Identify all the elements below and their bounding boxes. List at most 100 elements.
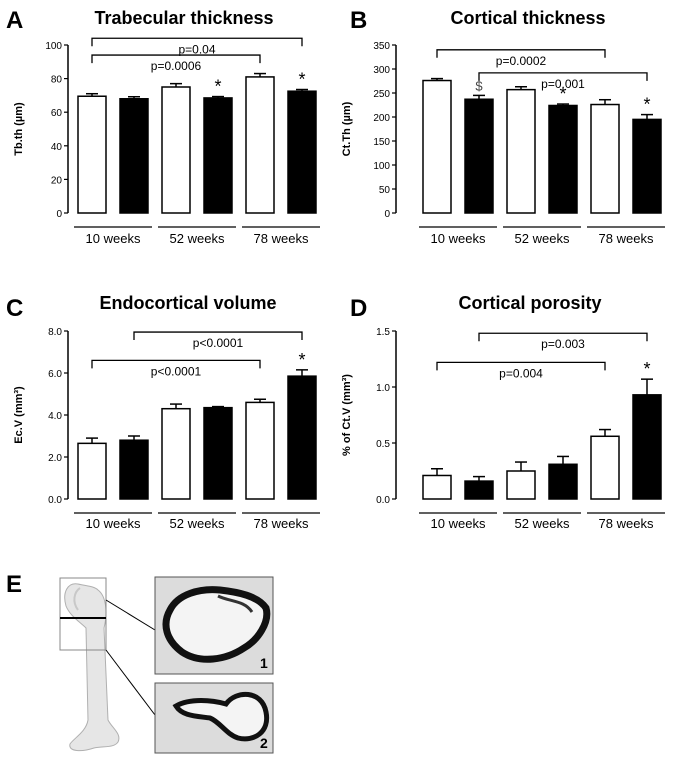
significance-star: * (643, 95, 650, 115)
y-tick-label: 100 (373, 161, 390, 172)
bar-filled-2 (287, 90, 317, 214)
y-tick-label: 1.0 (376, 383, 390, 394)
panel-letter: B (350, 7, 367, 34)
y-axis-label: Ec.V (mm³) (13, 386, 25, 444)
y-tick-label: 1.5 (376, 327, 390, 338)
y-tick-label: 0.0 (48, 495, 62, 506)
significance-bracket (478, 72, 648, 81)
y-tick-label: 4.0 (48, 411, 62, 422)
panel-letter: D (350, 295, 367, 322)
panel-c: C Endocortical volume 0.0 2.0 4.0 6.0 8.0 Ec.V … (6, 293, 320, 531)
bar-filled-2 (287, 375, 317, 500)
x-group-label: 52 weeks (515, 231, 570, 246)
bar-open-1 (506, 470, 536, 500)
x-group-label: 78 weeks (599, 516, 654, 531)
significance-bracket (478, 332, 648, 342)
bar-filled-1 (548, 104, 578, 214)
panel-a: A Trabecular thickness 0 20 40 60 80 100 Tb.th (… (6, 7, 320, 246)
bar-open-2 (245, 76, 275, 214)
bar-filled-0 (464, 480, 494, 500)
y-tick-label: 6.0 (48, 369, 62, 380)
x-group-label: 10 weeks (86, 231, 141, 246)
y-tick-label: 60 (51, 108, 63, 119)
y-tick-label: 0 (56, 209, 62, 220)
x-group-label: 78 weeks (599, 231, 654, 246)
bar-filled-0 (464, 98, 494, 214)
bar-open-0 (422, 474, 452, 500)
y-tick-label: 8.0 (48, 327, 62, 338)
y-tick-label: 50 (379, 185, 391, 196)
bar-open-2 (245, 401, 275, 500)
panel-letter-e: E (6, 571, 22, 598)
x-group-label: 10 weeks (431, 231, 486, 246)
x-group-label: 52 weeks (170, 516, 225, 531)
y-tick-label: 40 (51, 142, 63, 153)
x-group-label: 52 weeks (170, 231, 225, 246)
p-value-label: p=0.04 (178, 42, 215, 56)
y-axis-label: % of Ct.V (mm³) (341, 374, 353, 456)
chart-title: Trabecular thickness (94, 8, 273, 28)
x-group-label: 10 weeks (431, 516, 486, 531)
cross-section-2: 2 (154, 682, 274, 754)
p-value-label: p=0.0002 (496, 54, 547, 68)
panel-b: B Cortical thickness 0 50 100 150 200 250 300 350… (341, 7, 665, 246)
chart-title: Cortical thickness (450, 8, 605, 28)
x-group-label: 52 weeks (515, 516, 570, 531)
y-tick-label: 250 (373, 89, 390, 100)
y-axis-label: Ct.Th (µm) (341, 101, 353, 156)
y-tick-label: 2.0 (48, 453, 62, 464)
y-tick-label: 350 (373, 41, 390, 52)
p-value-label: p=0.004 (499, 366, 543, 380)
p-value-label: p=0.0006 (151, 59, 202, 73)
significance-bracket (133, 331, 303, 341)
bar-filled-2 (632, 118, 662, 214)
inset-label-2: 2 (260, 735, 268, 751)
femur-bone-image (59, 577, 156, 752)
x-group-label: 10 weeks (86, 516, 141, 531)
y-tick-label: 200 (373, 113, 390, 124)
significance-bracket (91, 54, 261, 64)
bar-filled-1 (203, 406, 233, 500)
significance-star: * (559, 84, 566, 104)
y-axis-label: Tb.th (µm) (13, 102, 25, 156)
panel-letter: C (6, 295, 23, 322)
y-tick-label: 80 (51, 75, 63, 86)
significance-bracket (91, 37, 303, 47)
significance-star: * (643, 359, 650, 379)
bar-open-2 (590, 103, 620, 214)
p-value-label: p<0.0001 (193, 336, 244, 350)
x-group-label: 78 weeks (254, 516, 309, 531)
bar-open-0 (77, 442, 107, 500)
y-tick-label: 0 (384, 209, 390, 220)
significance-bracket (436, 49, 606, 58)
significance-star: * (214, 77, 221, 97)
significance-star: * (298, 350, 305, 370)
significance-bracket (91, 359, 261, 369)
y-tick-label: 300 (373, 65, 390, 76)
y-tick-label: 0.0 (376, 495, 390, 506)
inset-label-1: 1 (260, 655, 268, 671)
y-tick-label: 20 (51, 175, 63, 186)
chart-title: Cortical porosity (458, 293, 601, 313)
y-tick-label: 150 (373, 137, 390, 148)
significance-star: * (298, 70, 305, 90)
panel-letter: A (6, 7, 23, 34)
cross-section-1: 1 (154, 576, 274, 675)
x-group-label: 78 weeks (254, 231, 309, 246)
significance-dollar: $ (475, 78, 483, 93)
bar-filled-1 (203, 97, 233, 214)
y-tick-label: 0.5 (376, 439, 390, 450)
panel-e: E 1 2 (6, 571, 274, 754)
p-value-label: p<0.0001 (151, 364, 202, 378)
y-tick-label: 100 (45, 41, 62, 52)
p-value-label: p=0.003 (541, 337, 585, 351)
significance-bracket (436, 361, 606, 371)
bar-open-1 (161, 407, 191, 500)
bar-filled-1 (548, 463, 578, 500)
bar-filled-0 (119, 439, 149, 500)
bar-open-1 (506, 88, 536, 214)
p-value-label: p=0.001 (541, 77, 585, 91)
bar-filled-0 (119, 98, 149, 214)
bar-open-1 (161, 86, 191, 214)
